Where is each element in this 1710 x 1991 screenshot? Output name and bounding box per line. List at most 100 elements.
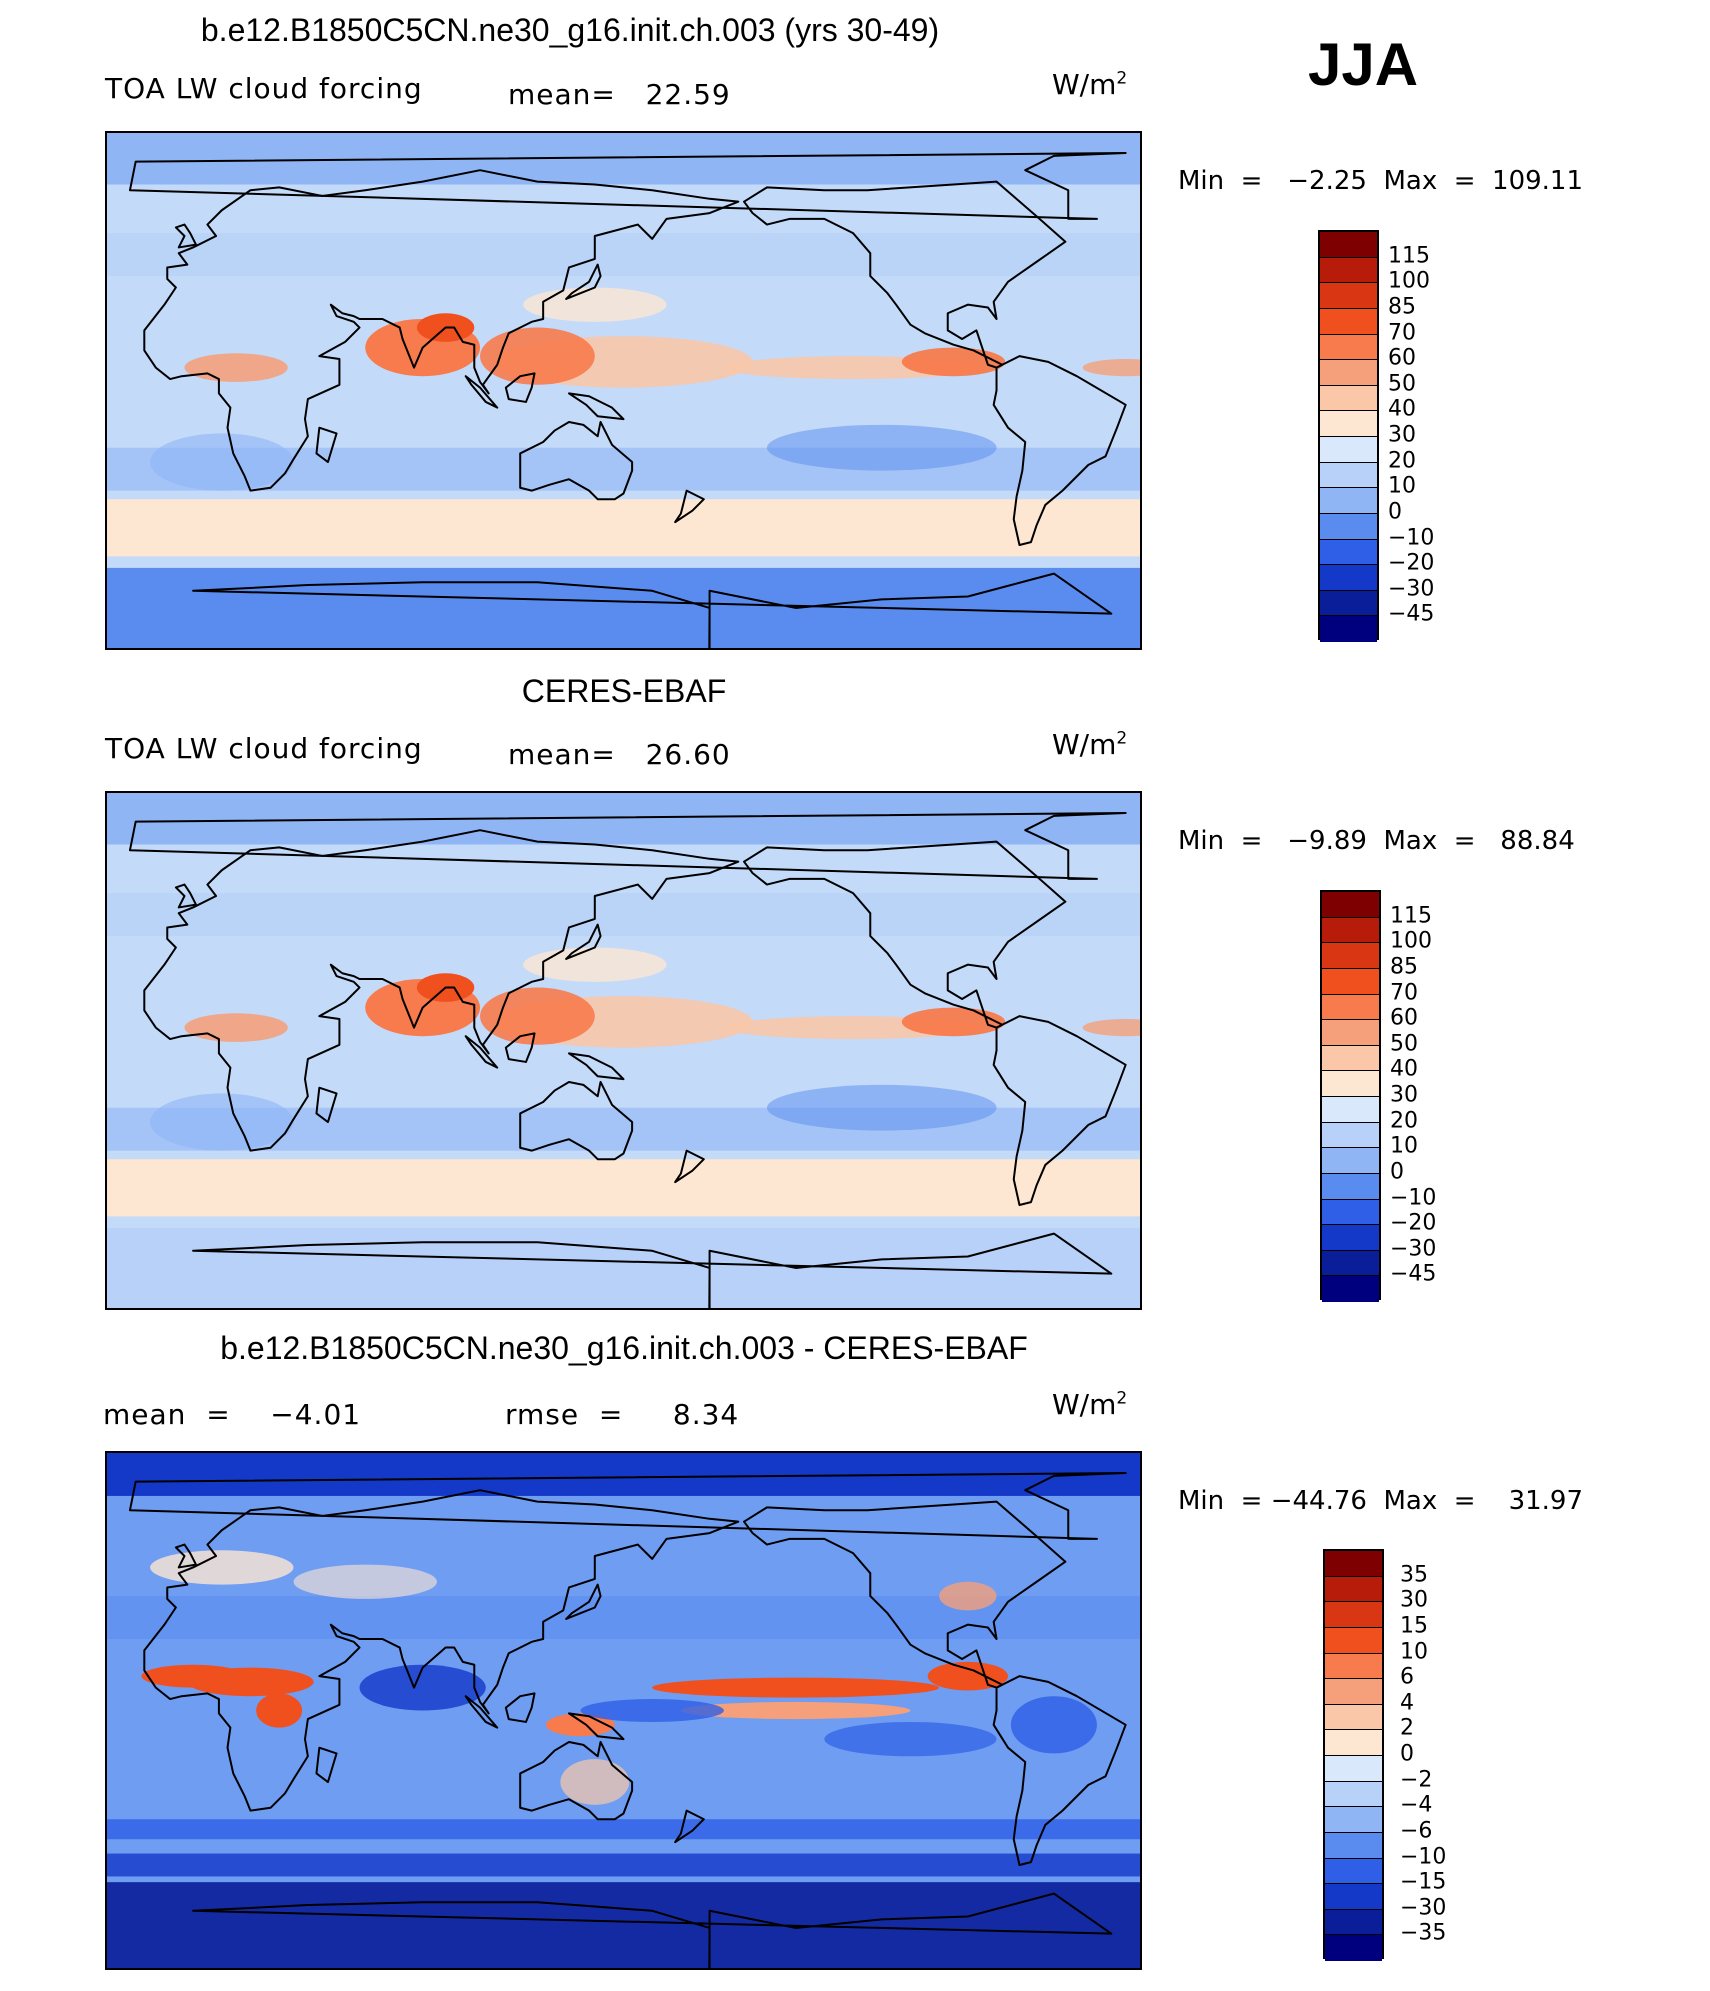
forcing-contour xyxy=(141,1664,245,1688)
coastline-borneo xyxy=(504,372,536,403)
colorbar-box xyxy=(1322,968,1379,995)
coastline-north-america xyxy=(743,840,1067,1029)
colorbar-tick-label: −35 xyxy=(1400,1920,1447,1946)
forcing-contour xyxy=(480,987,595,1045)
forcing-band xyxy=(107,567,1140,648)
forcing-contour xyxy=(560,1759,630,1805)
panel-2-map xyxy=(105,791,1142,1310)
panel-2-units: W/m2 xyxy=(1052,728,1128,761)
forcing-band xyxy=(107,499,1140,557)
forcing-contour xyxy=(523,947,667,982)
panel-3-minmax: Min = −44.76 Max = 31.97 xyxy=(1178,1486,1584,1516)
coastline-new-zealand xyxy=(674,489,705,524)
colorbar-tick-label: 20 xyxy=(1390,1108,1418,1134)
colorbar-box xyxy=(1320,462,1377,489)
coastline-australia xyxy=(519,420,634,501)
colorbar-box xyxy=(1320,539,1377,566)
colorbar-tick-label: −30 xyxy=(1388,576,1435,602)
panel-1-minmax: Min = −2.25 Max = 109.11 xyxy=(1178,166,1584,196)
colorbar-tick-label: 70 xyxy=(1388,320,1416,345)
colorbar-tick-label: 60 xyxy=(1390,1005,1418,1031)
coastline-new-zealand xyxy=(674,1809,705,1844)
panel-1-map-field xyxy=(107,133,1140,648)
forcing-band xyxy=(107,793,1140,845)
colorbar-tick-label: 35 xyxy=(1400,1562,1428,1588)
colorbar-box xyxy=(1325,1756,1382,1782)
colorbar-tick-label: 40 xyxy=(1390,1056,1418,1082)
coastline-borneo xyxy=(504,1692,536,1723)
coastline-sumatra xyxy=(464,375,499,409)
colorbar-tick-label: 115 xyxy=(1388,243,1430,269)
colorbar-tick-label: 30 xyxy=(1400,1587,1428,1613)
coastline-madagascar xyxy=(315,426,338,464)
panel-3-rmse-label: rmse = 8.34 xyxy=(505,1398,740,1431)
panel-2-variable-label: TOA LW cloud forcing xyxy=(105,732,423,765)
forcing-band xyxy=(107,133,1140,185)
forcing-contour xyxy=(184,1013,288,1042)
colorbar-box xyxy=(1322,917,1379,944)
colorbar-tick-label: −10 xyxy=(1388,525,1435,550)
coastline-japan xyxy=(565,923,602,960)
colorbar-box xyxy=(1322,1020,1379,1046)
colorbar-tick-label: −45 xyxy=(1388,601,1435,627)
colorbar-box xyxy=(1320,385,1377,412)
colorbar-tick-label: 40 xyxy=(1388,396,1416,422)
panel-2-minmax: Min = −9.89 Max = 88.84 xyxy=(1178,826,1575,856)
colorbar-tick-label: −30 xyxy=(1400,1895,1447,1921)
colorbar-box xyxy=(1322,1148,1379,1174)
coastline-uk xyxy=(174,1543,197,1569)
panel-1-mean-label: mean= 22.59 xyxy=(508,78,731,111)
forcing-contour xyxy=(680,1701,911,1720)
colorbar-box xyxy=(1322,892,1379,918)
colorbar-tick-label: 100 xyxy=(1388,268,1430,294)
panel-1-title: b.e12.B1850C5CN.ne30_g16.init.ch.003 (yr… xyxy=(200,12,940,48)
coastline-new-guinea xyxy=(567,1712,625,1741)
forcing-contour xyxy=(766,424,997,471)
coastline-africa-europe-asia xyxy=(143,829,740,1152)
colorbar-box xyxy=(1325,1858,1382,1885)
forcing-band xyxy=(107,1882,1140,1968)
forcing-contour xyxy=(652,1677,940,1698)
panel-2-colorbar xyxy=(1320,890,1381,1302)
colorbar-tick-label: 6 xyxy=(1400,1664,1414,1690)
colorbar-box xyxy=(1320,590,1377,617)
forcing-contour xyxy=(359,1664,486,1711)
colorbar-box xyxy=(1320,308,1377,335)
coastline-greenland xyxy=(128,1472,1127,1540)
panel-2-map-field xyxy=(107,793,1140,1308)
colorbar-tick-label: 10 xyxy=(1400,1639,1428,1664)
forcing-contour xyxy=(256,1693,303,1728)
colorbar-tick-label: 0 xyxy=(1388,499,1402,525)
colorbar-box xyxy=(1320,411,1377,437)
forcing-contour xyxy=(580,1699,724,1722)
colorbar-tick-label: 2 xyxy=(1400,1715,1414,1741)
coastline-africa-europe-asia xyxy=(143,169,740,492)
colorbar-box xyxy=(1322,1173,1379,1200)
colorbar-tick-label: 100 xyxy=(1390,928,1432,954)
coastline-madagascar xyxy=(315,1746,338,1784)
coastline-greenland xyxy=(128,812,1127,880)
colorbar-box xyxy=(1322,1276,1379,1302)
panel-2-title: CERES-EBAF xyxy=(521,673,727,709)
forcing-contour xyxy=(901,1007,1006,1037)
coastline-antarctica xyxy=(192,1232,1113,1308)
forcing-contour xyxy=(150,1550,294,1585)
coastline-africa-europe-asia xyxy=(143,1489,740,1812)
panel-3-title: b.e12.B1850C5CN.ne30_g16.init.ch.003 - C… xyxy=(220,1330,1028,1366)
colorbar-box xyxy=(1320,616,1377,642)
colorbar-tick-label: −20 xyxy=(1388,550,1435,576)
colorbar-tick-label: 15 xyxy=(1400,1613,1428,1639)
coastline-japan xyxy=(565,1583,602,1620)
colorbar-tick-label: 60 xyxy=(1388,345,1416,371)
panel-2-mean-label: mean= 26.60 xyxy=(508,738,731,771)
forcing-contour xyxy=(293,1564,437,1599)
coastline-uk xyxy=(174,223,197,249)
coastline-south-america xyxy=(992,1015,1127,1206)
forcing-contour xyxy=(901,347,1006,377)
colorbar-box xyxy=(1320,232,1377,258)
coastline-greenland xyxy=(128,152,1127,220)
panel-3-map-field xyxy=(107,1453,1140,1968)
forcing-contour xyxy=(523,287,667,322)
panel-3-map xyxy=(105,1451,1142,1970)
colorbar-box xyxy=(1325,1909,1382,1936)
